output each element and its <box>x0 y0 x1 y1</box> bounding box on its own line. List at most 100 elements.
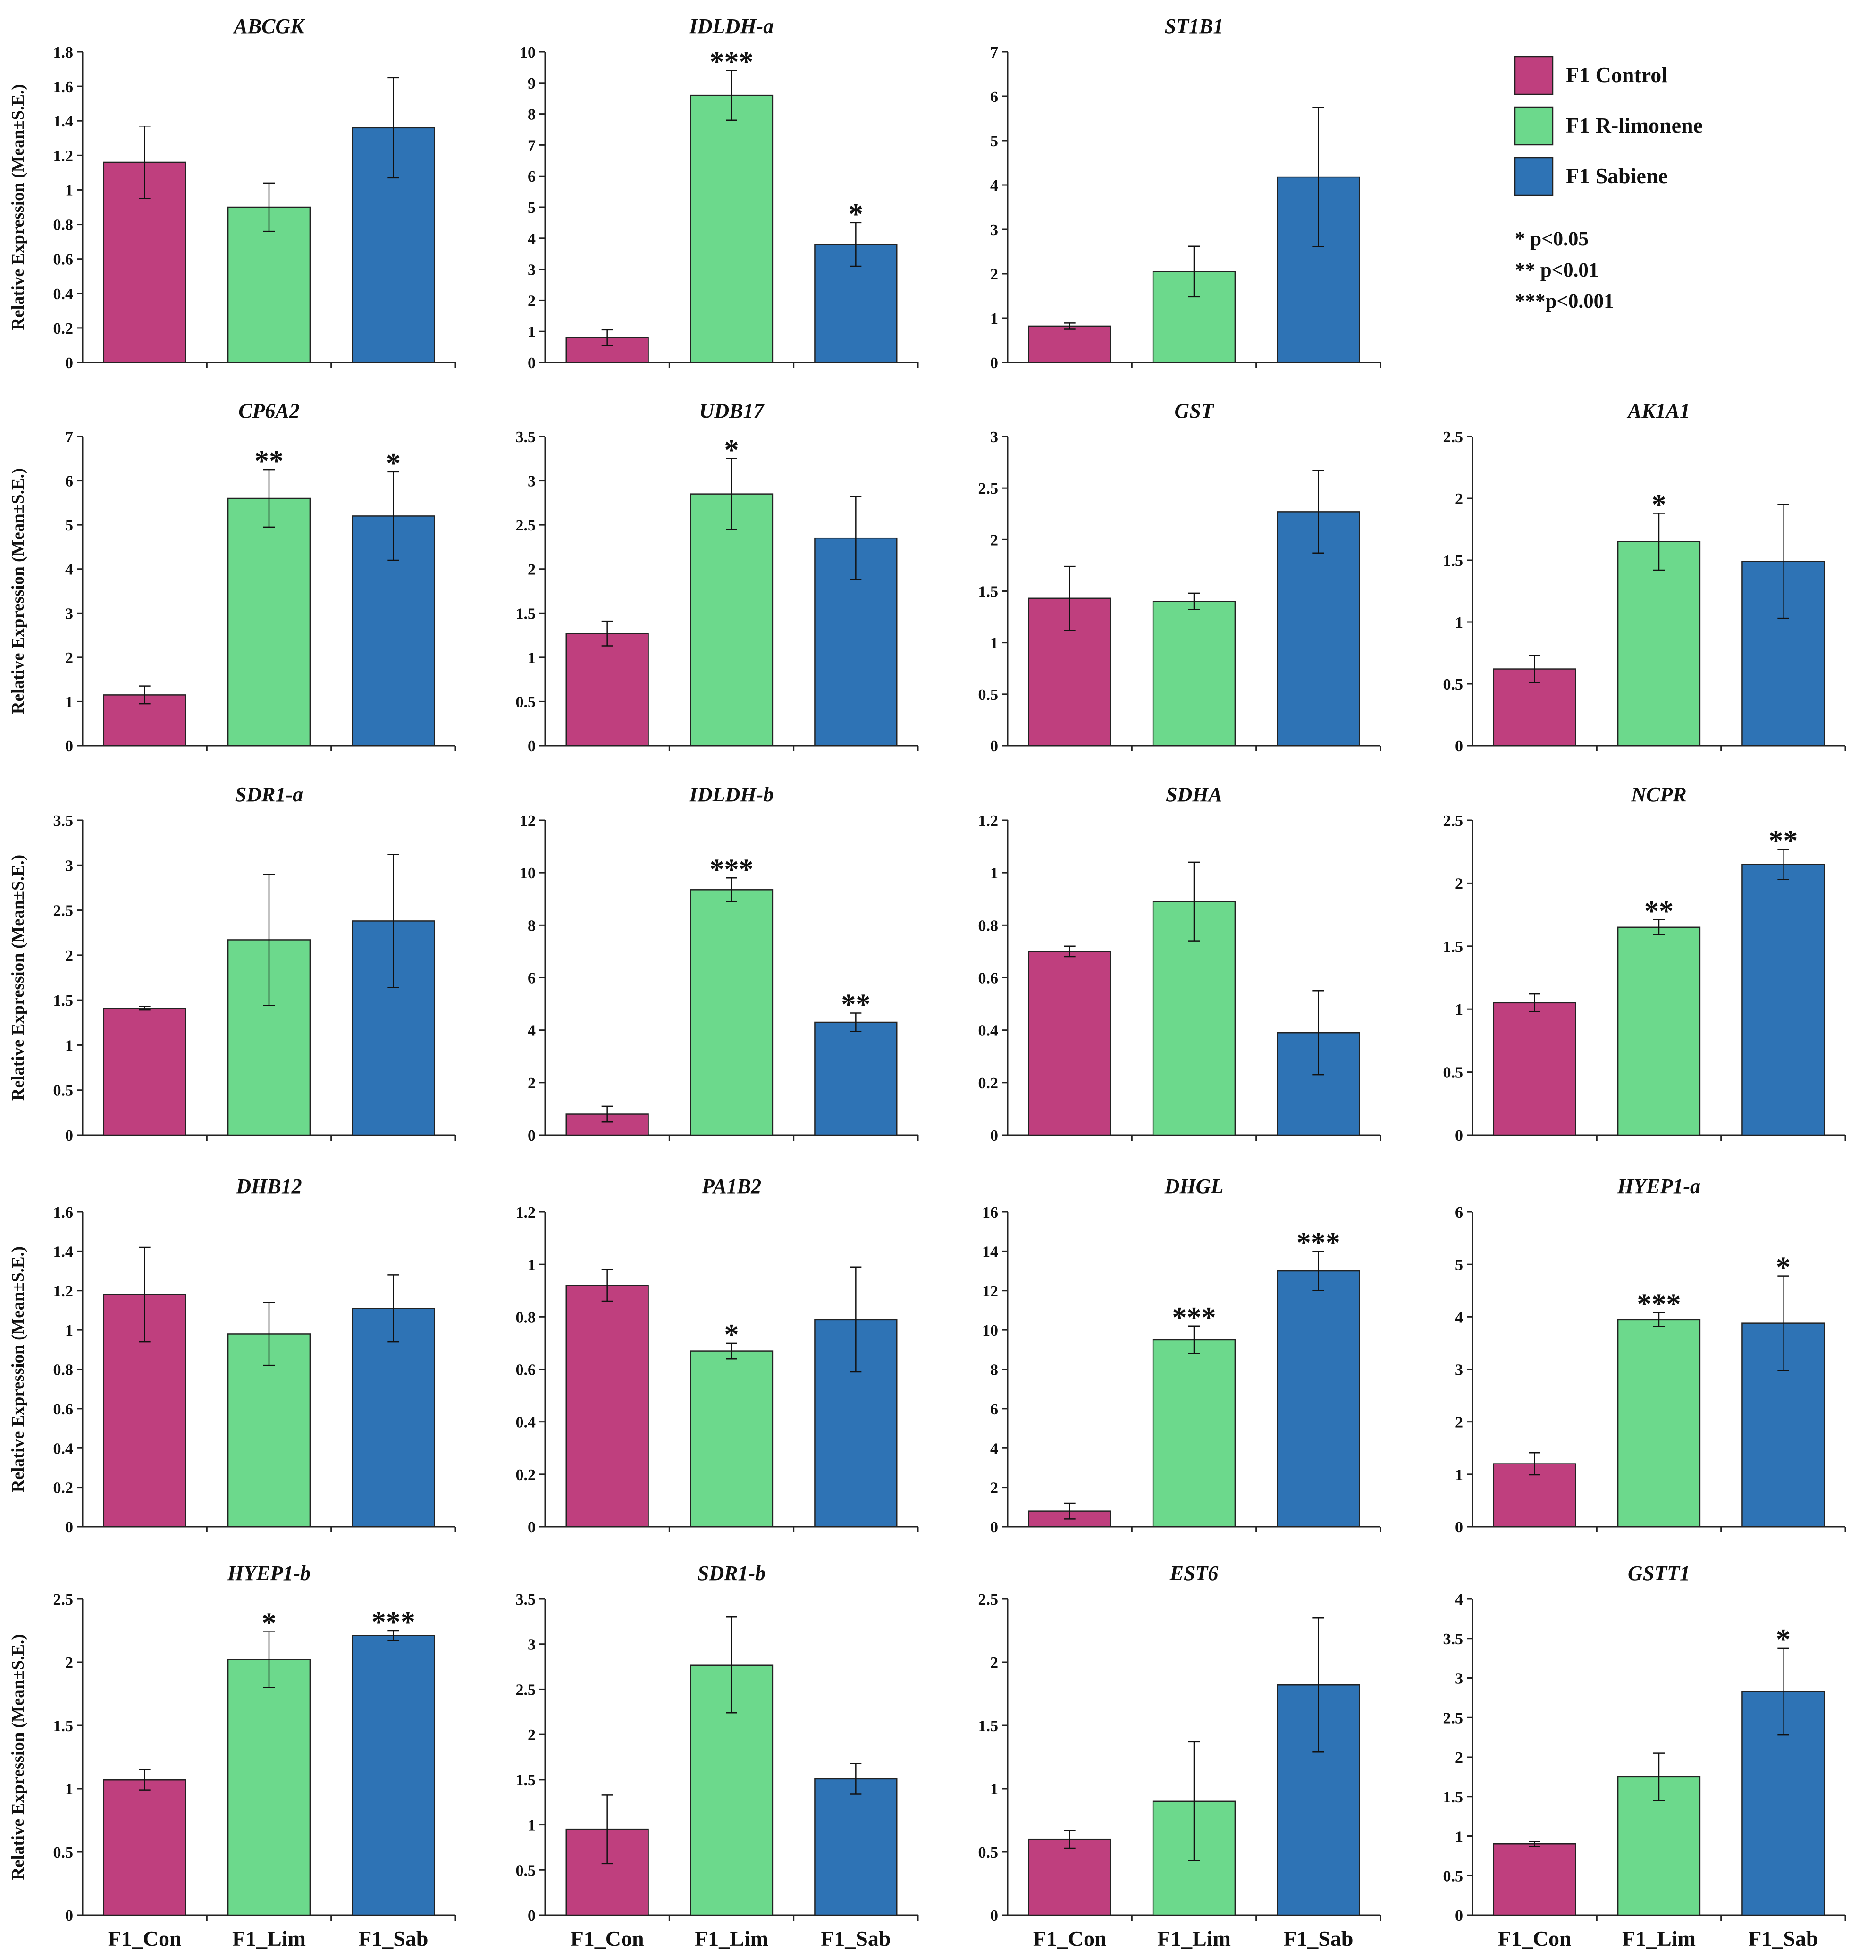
chart-panel-st1b1: ST1B1 0 1 2 3 4 5 6 7 <box>990 15 1381 372</box>
y-tick-label: 1.4 <box>53 1243 74 1261</box>
y-tick-label: 1 <box>990 865 998 882</box>
y-tick-label: 5 <box>528 199 536 217</box>
bar-f1-sab <box>814 1778 898 1916</box>
y-tick-label: 5 <box>1455 1256 1463 1274</box>
y-tick-label: 2 <box>65 947 73 965</box>
y-tick-label: 0.5 <box>978 686 999 704</box>
bar-f1-lim <box>1152 1339 1236 1528</box>
chart-title: IDLDH-b <box>689 783 774 806</box>
y-tick-label: 7 <box>528 137 536 154</box>
y-tick-label: 0.8 <box>53 217 74 234</box>
y-tick-label: 8 <box>990 1362 998 1379</box>
chart-title: EST6 <box>1169 1562 1219 1585</box>
y-axis-label: Relative Expression (Mean±S.E.) <box>8 1634 28 1880</box>
bar-f1-lim <box>690 94 774 363</box>
y-tick-label: 0.8 <box>53 1362 74 1379</box>
chart-title: HYEP1-b <box>227 1562 311 1585</box>
y-tick-label: 0 <box>990 354 998 372</box>
y-tick-label: 5 <box>990 133 998 150</box>
y-tick-label: 1 <box>990 635 998 652</box>
y-tick-label: 2 <box>528 1075 536 1092</box>
y-tick-label: 1.5 <box>53 992 74 1009</box>
y-tick-label: 2.5 <box>1443 812 1464 830</box>
chart-title: SDR1-b <box>698 1562 766 1585</box>
bar-f1-lim <box>1617 1319 1701 1528</box>
chart-panel-udb17: UDB17 0 0.5 1 1.5 2 2.5 3 3.5 * <box>516 399 919 755</box>
chart-panel-dhgl: DHGL 0 2 4 6 8 10 12 14 16 *** *** <box>982 1175 1381 1536</box>
y-tick-label: 1 <box>1455 614 1463 631</box>
y-tick-label: 0 <box>990 1519 998 1536</box>
y-tick-label: 2 <box>1455 875 1463 892</box>
bar-f1-con <box>1028 325 1111 363</box>
significance-marker: ** <box>1644 895 1674 927</box>
y-tick-label: 0.5 <box>53 1844 74 1861</box>
significance-marker: * <box>262 1607 277 1640</box>
y-tick-label: 2 <box>990 531 998 549</box>
y-tick-label: 2 <box>1455 1414 1463 1431</box>
significance-marker: ** <box>1768 824 1798 857</box>
y-tick-label: 2.5 <box>53 902 74 920</box>
y-tick-label: 0 <box>528 354 536 372</box>
y-tick-label: 0.4 <box>516 1414 536 1431</box>
y-tick-label: 0 <box>528 1519 536 1536</box>
y-tick-label: 1.2 <box>53 1283 74 1300</box>
significance-marker: * <box>724 1319 739 1351</box>
y-tick-label: 0 <box>65 738 73 755</box>
y-tick-label: 1 <box>528 649 536 667</box>
chart-panel-dhb12: DHB12 Relative Expression (Mean±S.E.) 0 0.2… <box>8 1175 456 1536</box>
bar-f1-con <box>1493 1002 1576 1136</box>
bar-f1-con <box>1028 951 1111 1136</box>
y-tick-label: 2.5 <box>978 1591 999 1608</box>
y-tick-label: 2 <box>990 1480 998 1497</box>
bar-f1-sab <box>352 1635 435 1916</box>
legend-label: F1 Control <box>1566 63 1667 87</box>
y-tick-label: 6 <box>65 473 73 490</box>
y-tick-label: 1 <box>65 1037 73 1054</box>
y-tick-label: 1.5 <box>1443 552 1464 570</box>
y-tick-label: 0 <box>65 1127 73 1144</box>
y-tick-label: 1.8 <box>53 44 74 61</box>
bar-f1-lim <box>690 889 774 1136</box>
chart-title: DHGL <box>1164 1175 1224 1198</box>
y-tick-label: 2 <box>990 1654 998 1672</box>
y-tick-label: 16 <box>982 1204 998 1221</box>
bar-f1-sab <box>1741 864 1825 1136</box>
significance-key: ** p<0.01 <box>1515 259 1598 281</box>
chart-title: CP6A2 <box>238 399 300 422</box>
y-tick-label: 0 <box>65 1907 73 1925</box>
y-tick-label: 6 <box>528 970 536 987</box>
y-tick-label: 1 <box>528 1256 536 1274</box>
chart-title: SDHA <box>1166 783 1222 806</box>
chart-title: SDR1-a <box>235 783 303 806</box>
y-tick-label: 2 <box>1455 490 1463 508</box>
y-tick-label: 5 <box>65 517 73 534</box>
y-tick-label: 3 <box>65 605 73 622</box>
y-tick-label: 6 <box>1455 1204 1463 1221</box>
y-tick-label: 0.8 <box>516 1309 536 1326</box>
y-tick-label: 3.5 <box>516 429 536 446</box>
bar-f1-sab <box>1277 1270 1360 1528</box>
y-tick-label: 3 <box>990 429 998 446</box>
x-category-label: F1_Sab <box>358 1926 428 1951</box>
y-tick-label: 0 <box>990 1127 998 1144</box>
y-tick-label: 1.2 <box>53 147 74 165</box>
y-tick-label: 14 <box>982 1243 998 1261</box>
bar-f1-con <box>1028 1838 1111 1916</box>
significance-marker: * <box>1776 1624 1791 1656</box>
y-tick-label: 2.5 <box>978 480 999 497</box>
chart-panel-cp6a2: CP6A2 Relative Expression (Mean±S.E.) 0 1 2 3… <box>8 399 456 755</box>
y-tick-label: 4 <box>990 177 998 194</box>
y-tick-label: 0.2 <box>53 1480 74 1497</box>
chart-title: GSTT1 <box>1628 1562 1690 1585</box>
significance-key: * p<0.05 <box>1515 228 1589 250</box>
bar-f1-lim <box>227 206 311 363</box>
y-tick-label: 1 <box>1455 1466 1463 1484</box>
y-tick-label: 0.2 <box>978 1075 999 1092</box>
y-tick-label: 2.5 <box>1443 1709 1464 1727</box>
y-tick-label: 3 <box>65 857 73 875</box>
y-tick-label: 3 <box>1455 1670 1463 1688</box>
x-category-label: F1_Con <box>571 1926 644 1951</box>
y-tick-label: 3.5 <box>53 812 74 830</box>
y-tick-label: 0 <box>65 354 73 372</box>
y-tick-label: 10 <box>982 1322 998 1339</box>
